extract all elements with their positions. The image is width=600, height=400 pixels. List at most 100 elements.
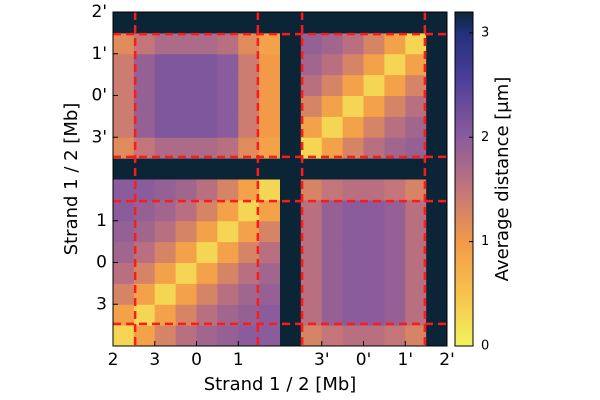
heatmap-cell — [175, 199, 197, 222]
heatmap-cell — [217, 12, 239, 34]
heatmap-cell — [321, 53, 344, 76]
heatmap-cell — [300, 199, 323, 222]
heatmap-cell — [259, 116, 281, 138]
heatmap-cell — [384, 283, 406, 305]
heatmap-cell — [426, 220, 448, 243]
heatmap-cell — [175, 137, 197, 159]
heatmap-cell — [217, 74, 239, 96]
heatmap-cell — [196, 32, 218, 55]
heatmap-cell — [154, 220, 177, 243]
heatmap-cell — [300, 95, 323, 117]
heatmap-cell — [154, 325, 177, 347]
heatmap-cell — [133, 220, 156, 243]
heatmap-cell — [363, 304, 385, 326]
heatmap-cell — [133, 95, 156, 117]
heatmap-cell — [426, 325, 448, 347]
heatmap-cell — [217, 32, 239, 55]
heatmap-cell — [175, 95, 197, 117]
x-tick-label: 0' — [356, 350, 372, 370]
heatmap-cell — [426, 241, 448, 263]
heatmap-cell — [217, 304, 239, 326]
heatmap-cell — [363, 220, 385, 243]
heatmap-cell — [217, 241, 239, 263]
colorbar-tick-label: 1 — [481, 234, 489, 249]
heatmap-cell — [405, 116, 427, 138]
heatmap-cell — [405, 32, 427, 55]
heatmap-cell — [384, 158, 406, 180]
y-tick-label: 0 — [96, 253, 107, 273]
heatmap-cell — [238, 158, 260, 180]
heatmap-cell — [280, 95, 302, 117]
heatmap-cell — [405, 137, 427, 159]
heatmap-cell — [363, 179, 385, 201]
heatmap-cell — [175, 12, 197, 34]
heatmap-cell — [300, 116, 323, 138]
heatmap-cell — [321, 95, 344, 117]
heatmap-cell — [113, 199, 135, 222]
heatmap-cell — [196, 53, 218, 76]
heatmap-cell — [280, 262, 302, 284]
heatmap-cell — [405, 304, 427, 326]
heatmap-cell — [133, 262, 156, 284]
colorbar-tick-label: 0 — [481, 339, 489, 354]
heatmap-cell — [217, 53, 239, 76]
heatmap-cell — [259, 304, 281, 326]
heatmap-cell — [426, 283, 448, 305]
heatmap-cell — [363, 241, 385, 263]
heatmap-cell — [300, 241, 323, 263]
heatmap-cell — [280, 32, 302, 55]
y-tick-label: 3' — [92, 127, 108, 147]
heatmap-cell — [259, 262, 281, 284]
heatmap-cell — [405, 12, 427, 34]
heatmap-cell — [217, 116, 239, 138]
heatmap-cell — [321, 304, 344, 326]
heatmap-cell — [384, 32, 406, 55]
heatmap-cell — [342, 53, 364, 76]
heatmap-cell — [175, 53, 197, 76]
heatmap-cell — [196, 199, 218, 222]
heatmap-cell — [405, 199, 427, 222]
heatmap-cell — [321, 241, 344, 263]
heatmap-cell — [405, 241, 427, 263]
heatmap-cell — [238, 262, 260, 284]
heatmap-cell — [300, 32, 323, 55]
heatmap-cell — [321, 32, 344, 55]
heatmap-cell — [300, 158, 323, 180]
heatmap-cell — [363, 283, 385, 305]
heatmap-cell — [259, 220, 281, 243]
x-tick-label: 0 — [191, 350, 202, 370]
heatmap-cell — [175, 283, 197, 305]
heatmap-cell — [238, 220, 260, 243]
heatmap-cell — [426, 32, 448, 55]
heatmap-cell — [113, 95, 135, 117]
heatmap-cell — [154, 74, 177, 96]
heatmap-cell — [384, 179, 406, 201]
heatmap-cell — [133, 32, 156, 55]
heatmap-cell — [259, 32, 281, 55]
heatmap-cell — [426, 74, 448, 96]
heatmap-cell — [113, 325, 135, 347]
heatmap-cell — [196, 95, 218, 117]
heatmap-cell — [384, 199, 406, 222]
heatmap-cell — [321, 220, 344, 243]
heatmap-cell — [342, 32, 364, 55]
heatmap-cell — [384, 262, 406, 284]
heatmap-cell — [196, 12, 218, 34]
heatmap-cell — [321, 199, 344, 222]
heatmap-cell — [426, 262, 448, 284]
heatmap-cell — [384, 241, 406, 263]
heatmap-cell — [196, 74, 218, 96]
heatmap-cell — [342, 179, 364, 201]
x-tick-label: 3 — [149, 350, 160, 370]
heatmap-cell — [321, 158, 344, 180]
heatmap-cell — [175, 74, 197, 96]
heatmap-cell — [238, 241, 260, 263]
heatmap-cell — [238, 12, 260, 34]
heatmap-cell — [384, 116, 406, 138]
heatmap-cell — [300, 74, 323, 96]
heatmap-cell — [321, 74, 344, 96]
heatmap-cell — [300, 325, 323, 347]
heatmap-cell — [175, 262, 197, 284]
heatmap-cell — [342, 74, 364, 96]
